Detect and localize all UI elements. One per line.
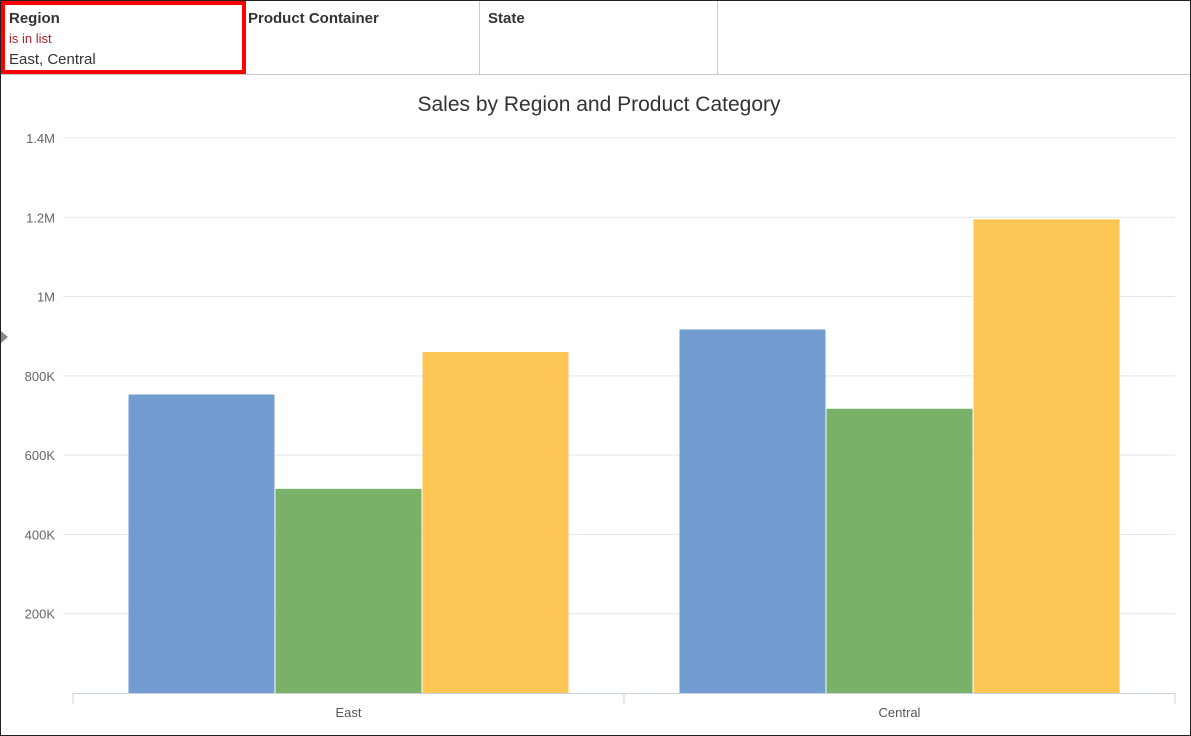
filter-state[interactable]: State — [480, 1, 718, 74]
filter-operator: is in list — [9, 31, 52, 46]
bar-central-series-2[interactable] — [826, 408, 973, 693]
grid-layer: 200K 400K 600K 800K 1M 1.2M 1.4M — [25, 131, 1175, 622]
filter-product-container[interactable]: Product Container — [240, 1, 480, 74]
bar-chart: Sales by Region and Product Category 200… — [25, 93, 1176, 720]
x-category-label: Central — [879, 705, 921, 720]
y-tick-label: 1.4M — [26, 131, 55, 146]
y-tick-label: 800K — [25, 369, 56, 384]
x-category-label: East — [335, 705, 361, 720]
y-tick-label: 600K — [25, 448, 56, 463]
y-tick-label: 400K — [25, 527, 56, 542]
filter-name: Product Container — [248, 10, 379, 27]
chart-title: Sales by Region and Product Category — [417, 93, 781, 116]
bar-east-series-2[interactable] — [275, 488, 422, 693]
bar-central-series-1[interactable] — [679, 329, 826, 693]
filter-value: East, Central — [9, 51, 96, 68]
filter-region[interactable]: Region is in list East, Central — [1, 1, 246, 74]
bar-east-series-3[interactable] — [422, 352, 569, 693]
y-tick-label: 1M — [37, 290, 55, 305]
filter-bar: Region is in list East, Central Product … — [1, 1, 1190, 75]
filter-name: Region — [9, 10, 60, 27]
bar-layer — [128, 219, 1120, 693]
bar-east-series-1[interactable] — [128, 394, 275, 693]
y-tick-label: 200K — [25, 607, 56, 622]
filter-name: State — [488, 10, 525, 27]
y-tick-label: 1.2M — [26, 210, 55, 225]
panel-expand-handle-icon[interactable] — [1, 331, 8, 343]
x-axis: East Central — [72, 693, 1176, 720]
bar-central-series-3[interactable] — [973, 219, 1120, 693]
